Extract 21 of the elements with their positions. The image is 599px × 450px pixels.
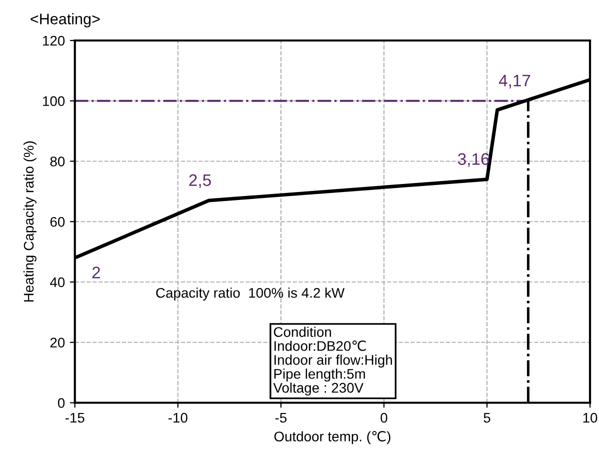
- x-axis-title: Outdoor temp. (℃): [274, 430, 390, 444]
- x-tick-label: 0: [380, 412, 388, 423]
- annotation: 2,5: [189, 174, 211, 188]
- y-tick-label: 120: [43, 36, 65, 46]
- y-tick-label: 80: [50, 156, 65, 166]
- y-axis-title: Heating Capacity ratio (%): [23, 141, 36, 302]
- y-tick-label: 60: [50, 216, 65, 227]
- annotation: 4,17: [498, 74, 530, 88]
- y-tick-label: 20: [50, 338, 65, 348]
- x-tick-label: -5: [275, 412, 287, 423]
- x-tick-label: 5: [484, 412, 490, 423]
- x-tick-label: -15: [65, 412, 84, 423]
- annotation: Capacity ratio 100% is 4.2 kW: [156, 288, 345, 301]
- y-tick-label: 100: [43, 96, 65, 106]
- annotation: 2: [92, 266, 100, 278]
- chart-title: <Heating>: [30, 13, 100, 28]
- y-tick-label: 40: [50, 277, 65, 288]
- annotation: Condition Indoor:DB20℃ Indoor air flow:High Pipe length:5m Voltage : 230V: [273, 326, 392, 396]
- x-tick-label: 10: [583, 412, 598, 423]
- y-tick-label: 0: [58, 398, 65, 408]
- x-tick-label: -10: [168, 412, 188, 423]
